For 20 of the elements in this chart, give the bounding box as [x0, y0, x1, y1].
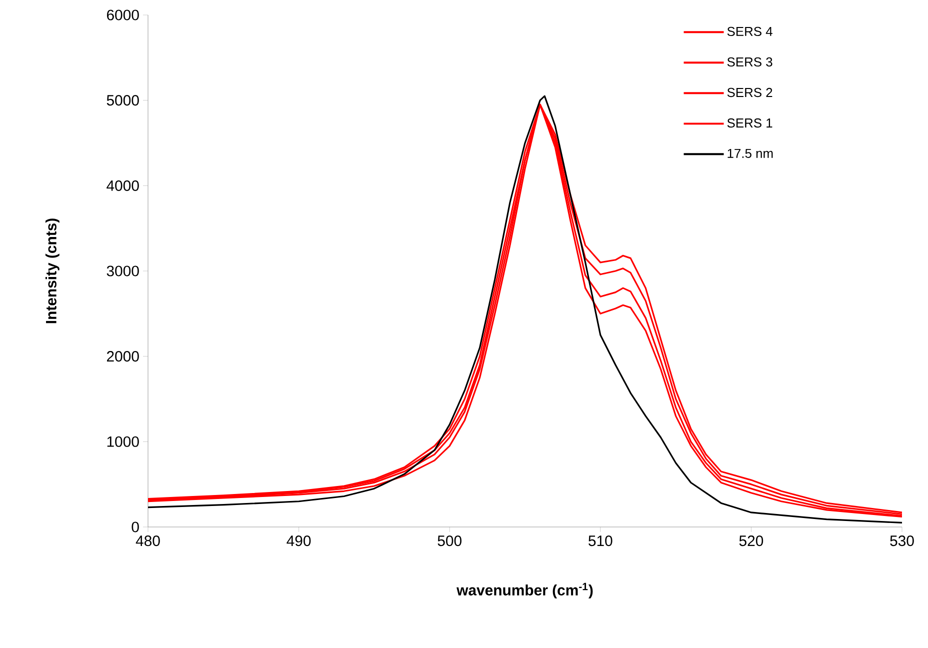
y-tick-label: 3000: [106, 266, 139, 276]
x-tick-label: 500: [438, 536, 462, 546]
y-tick-label: 4000: [106, 180, 139, 191]
x-tick-label: 520: [739, 536, 764, 546]
legend-label: SERS 4: [727, 26, 772, 36]
y-tick-label: 5000: [106, 95, 139, 106]
y-tick-label: 1000: [107, 436, 139, 447]
legend-label: SERS 2: [727, 88, 772, 98]
x-tick-label: 510: [588, 536, 612, 546]
legend-label: SERS 3: [727, 57, 772, 67]
legend-label: 17.5 nm: [728, 148, 773, 158]
y-tick-label: 6000: [107, 10, 139, 20]
y-tick-label: 2000: [106, 351, 139, 362]
y-axis-title: Intensity (cnts): [45, 218, 60, 324]
x-tick-label: 480: [136, 536, 160, 546]
x-axis-title: wavenumber (cm$^{-1}$): [456, 582, 593, 598]
y-tick-label: 0: [132, 522, 139, 532]
legend-label: SERS 1: [727, 118, 772, 128]
x-tick-label: 530: [890, 536, 914, 546]
x-tick-label: 490: [286, 536, 311, 546]
